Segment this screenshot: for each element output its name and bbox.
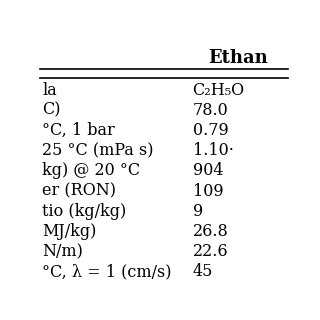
- Text: 22.6: 22.6: [193, 243, 228, 260]
- Text: °C, λ = 1 (cm/s): °C, λ = 1 (cm/s): [43, 263, 172, 280]
- Text: 78.0: 78.0: [193, 102, 228, 119]
- Text: 109: 109: [193, 182, 223, 200]
- Text: kg) @ 20 °C: kg) @ 20 °C: [43, 162, 140, 179]
- Text: la: la: [43, 82, 57, 99]
- Text: 25 °C (mPa s): 25 °C (mPa s): [43, 142, 154, 159]
- Text: C₂H₅O: C₂H₅O: [193, 82, 245, 99]
- Text: 904: 904: [193, 162, 223, 179]
- Text: 0.79: 0.79: [193, 122, 228, 139]
- Text: 45: 45: [193, 263, 213, 280]
- Text: er (RON): er (RON): [43, 182, 116, 200]
- Text: 9: 9: [193, 203, 203, 220]
- Text: 26.8: 26.8: [193, 223, 228, 240]
- Text: C): C): [43, 102, 61, 119]
- Text: N/m): N/m): [43, 243, 83, 260]
- Text: MJ/kg): MJ/kg): [43, 223, 97, 240]
- Text: Ethan: Ethan: [209, 50, 268, 68]
- Text: 1.10·: 1.10·: [193, 142, 233, 159]
- Text: °C, 1 bar: °C, 1 bar: [43, 122, 115, 139]
- Text: tio (kg/kg): tio (kg/kg): [43, 203, 127, 220]
